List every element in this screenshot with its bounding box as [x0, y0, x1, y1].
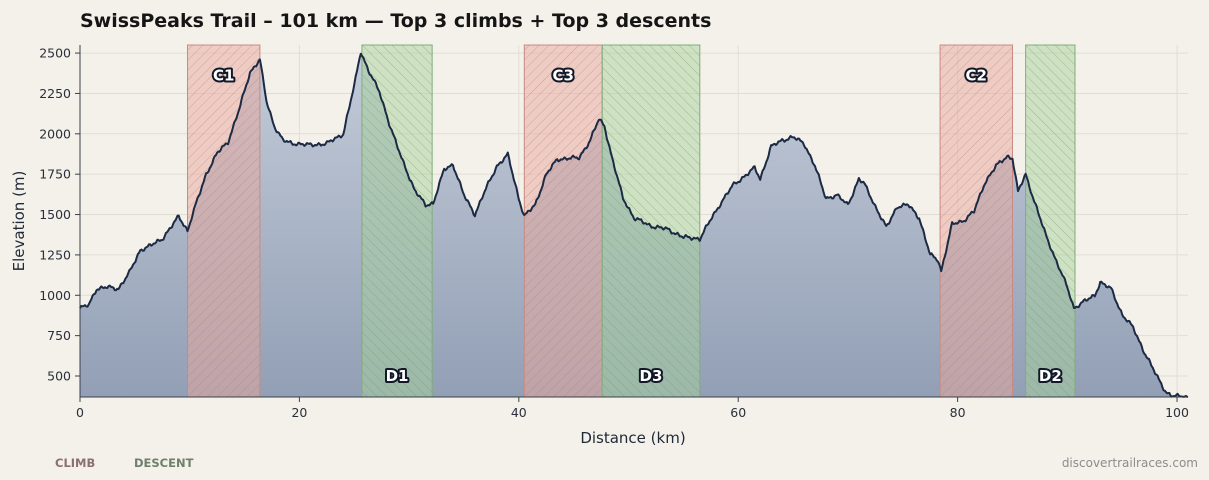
segment-label-c2: C2 — [966, 67, 987, 85]
legend-item-climb: CLIMB — [55, 456, 95, 470]
y-tick-label-1250: 1250 — [39, 247, 71, 262]
segment-c2 — [939, 44, 1013, 398]
y-tick-label-1500: 1500 — [39, 207, 71, 222]
legend: CLIMB DESCENT — [55, 456, 194, 470]
y-tick-label-1000: 1000 — [39, 288, 71, 303]
y-tick-label-2500: 2500 — [39, 46, 71, 61]
x-tick-label-0: 0 — [76, 405, 84, 420]
x-tick-label-40: 40 — [511, 405, 527, 420]
segment-label-d2: D2 — [1039, 367, 1062, 385]
segment-label-c3: C3 — [553, 67, 574, 85]
segment-bands — [187, 44, 1076, 398]
y-tick-label-750: 750 — [47, 328, 71, 343]
segment-hatch-c1 — [187, 45, 260, 397]
x-tick-label-80: 80 — [950, 405, 966, 420]
legend-item-descent: DESCENT — [134, 456, 194, 470]
segment-d1 — [361, 44, 433, 398]
segment-c3 — [523, 44, 603, 398]
x-tick-label-20: 20 — [291, 405, 307, 420]
y-tick-label-500: 500 — [47, 369, 71, 384]
axes: 0 20 40 60 80 100 500 750 1000 1250 1500 1750 2000 22… — [39, 45, 1189, 420]
chart-title: SwissPeaks Trail – 101 km — Top 3 climbs… — [80, 10, 711, 32]
y-tick-label-2000: 2000 — [39, 126, 71, 141]
segment-hatch-d3 — [602, 45, 700, 397]
segment-labels: C1 C3 C2 D1 D3 D2 — [211, 65, 1064, 387]
credit-text: discovertrailraces.com — [1062, 456, 1198, 470]
x-axis-label: Distance (km) — [580, 429, 685, 447]
segment-label-d1: D1 — [386, 367, 409, 385]
segment-hatch-c2 — [940, 45, 1013, 397]
segment-hatch-d2 — [1025, 45, 1076, 397]
segment-hatch-c3 — [524, 45, 603, 397]
segment-label-c1: C1 — [213, 67, 234, 85]
y-tick-label-1750: 1750 — [39, 167, 71, 182]
x-tick-label-100: 100 — [1165, 405, 1189, 420]
x-tick-label-60: 60 — [730, 405, 746, 420]
segment-c1 — [187, 44, 261, 398]
y-tick-label-2250: 2250 — [39, 86, 71, 101]
segment-d3 — [601, 44, 701, 398]
elevation-line — [79, 52, 1189, 398]
segment-label-d3: D3 — [640, 367, 663, 385]
elevation-line-layer — [79, 52, 1189, 398]
y-axis-label: Elevation (m) — [10, 171, 28, 272]
segment-hatch-d1 — [361, 45, 433, 397]
segment-d2 — [1025, 44, 1076, 398]
